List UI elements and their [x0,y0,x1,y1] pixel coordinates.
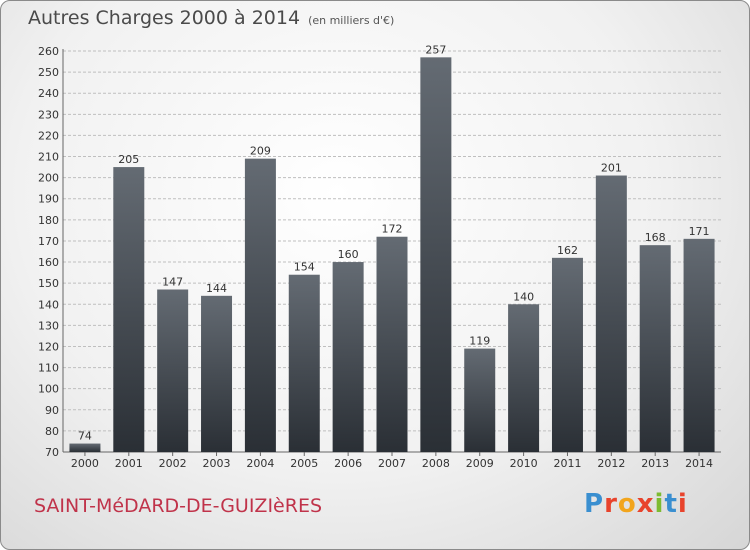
x-tick-label: 2010 [510,457,538,470]
bar-2010 [508,304,540,452]
data-label: 257 [425,43,446,56]
y-tick-label: 170 [38,235,59,248]
logo-letter: o [617,489,637,519]
chart-title: Autres Charges 2000 à 2014 (en milliers d… [28,7,394,29]
x-tick-label: 2013 [641,457,669,470]
bar-2011 [551,257,583,452]
x-tick-label: 2012 [597,457,625,470]
y-tick-label: 180 [38,214,59,227]
bar-2003 [201,295,233,452]
x-tick-label: 2002 [159,457,187,470]
bar-2005 [288,274,320,452]
data-label: 74 [78,430,92,443]
x-tick-label: 2006 [334,457,362,470]
y-tick-label: 250 [38,66,59,79]
y-tick-label: 190 [38,193,59,206]
x-tick-label: 2000 [71,457,99,470]
data-label: 144 [206,282,227,295]
y-tick-label: 230 [38,108,59,121]
logo-letter: i [677,489,688,519]
y-tick-label: 120 [38,340,59,353]
y-tick-label: 100 [38,383,59,396]
x-tick-label: 2014 [685,457,713,470]
x-tick-label: 2005 [290,457,318,470]
logo-letter: i [654,489,665,519]
bar-2002 [157,289,189,452]
data-label: 168 [645,231,666,244]
y-tick-label: 140 [38,298,59,311]
data-label: 119 [469,335,490,348]
x-tick-label: 2007 [378,457,406,470]
data-label: 160 [338,248,359,261]
x-tick-label: 2008 [422,457,450,470]
y-tick-label: 90 [45,404,59,417]
x-tick-label: 2003 [203,457,231,470]
title-text: Autres Charges 2000 à 2014 [28,7,301,29]
logo-letter: x [636,489,655,519]
y-tick-label: 110 [38,362,59,375]
chart-subtitle: (en milliers d'€) [308,14,395,27]
logo-letter: P [584,489,605,519]
data-label: 162 [557,244,578,257]
data-label: 154 [294,261,315,274]
bar-2012 [595,175,627,452]
y-tick-label: 150 [38,277,59,290]
y-tick-label: 260 [38,45,59,58]
logo-letter: r [604,489,618,519]
bar-2008 [420,57,452,453]
y-tick-label: 240 [38,87,59,100]
x-tick-label: 2009 [466,457,494,470]
proxiti-logo[interactable]: Proxiti [584,489,688,519]
y-tick-label: 200 [38,172,59,185]
city-name: SAINT-MéDARD-DE-GUIZIèRES [34,495,323,517]
x-tick-label: 2011 [553,457,581,470]
data-label: 171 [689,225,710,238]
y-tick-label: 130 [38,319,59,332]
data-label: 209 [250,145,271,158]
data-label: 147 [162,275,183,288]
bar-2007 [376,236,408,452]
bar-2013 [639,245,671,452]
y-tick-label: 160 [38,256,59,269]
x-tick-label: 2004 [246,457,274,470]
data-label: 205 [118,153,139,166]
x-tick-label: 2001 [115,457,143,470]
data-label: 140 [513,290,534,303]
y-tick-label: 210 [38,151,59,164]
bar-2004 [244,158,276,452]
y-tick-label: 70 [45,446,59,459]
bar-2001 [113,167,145,452]
data-label: 172 [382,223,403,236]
bar-2006 [332,262,364,452]
bar-2009 [464,348,496,452]
bar-2014 [683,238,715,452]
bar-2000 [69,443,101,452]
y-tick-label: 220 [38,129,59,142]
logo-letter: t [664,489,678,519]
data-label: 201 [601,162,622,175]
y-tick-label: 80 [45,425,59,438]
